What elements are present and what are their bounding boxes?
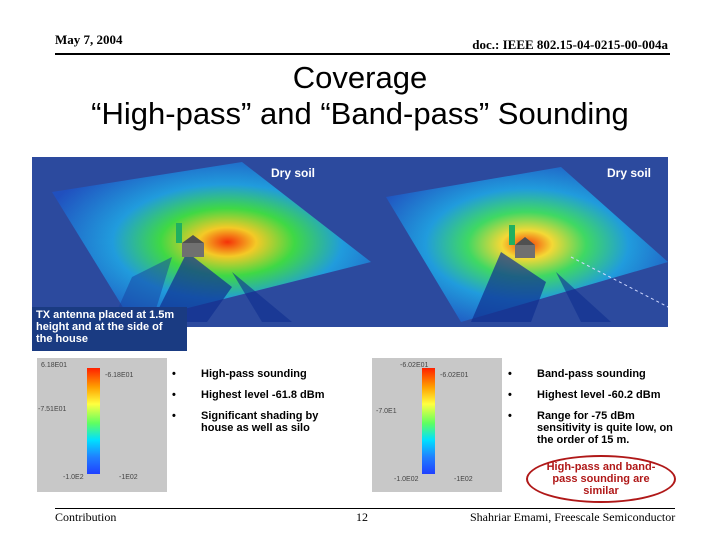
panel-label-left: Dry soil [271,166,316,180]
color-scale-bar [87,368,100,474]
list-item: • Range for -75 dBm sensitivity is quite … [508,410,688,446]
bullet-text: Band-pass sounding [537,368,646,380]
bullet-text: Highest level -60.2 dBm [537,389,661,401]
scale-tick-bottom-right: -1E02 [119,474,138,481]
bullet-text: Highest level -61.8 dBm [201,389,325,401]
list-item: • Significant shading by house as well as… [172,410,352,434]
scale-tick-top-left: -6.02E01 [400,362,429,369]
coverage-plot-highpass [32,157,371,327]
footer-page-number: 12 [356,510,368,524]
list-item: • High-pass sounding [172,368,352,380]
color-scale-left: 6.18E01 -6.18E01 -7.51E01 -1.0E2 -1E02 [37,358,167,492]
slide-title-line-2: “High-pass” and “Band-pass” Sounding [91,96,629,131]
list-item: • Highest level -61.8 dBm [172,389,352,401]
scale-tick-bottom-left: -1.0E02 [394,476,419,483]
bullet-marker: • [508,410,512,422]
antenna-note: TX antenna placed at 1.5m height and at … [32,307,187,351]
color-scale-bar [422,368,435,474]
header-rule [55,53,670,55]
header-date: May 7, 2004 [55,32,123,47]
antenna-note-line-1: TX antenna placed at 1.5m [36,309,175,321]
conclusion-callout: High-pass and band- pass sounding are si… [526,455,676,503]
slide-title-line-1: Coverage [292,60,428,95]
panel-label-right: Dry soil [607,166,652,180]
bullet-marker: • [172,368,176,380]
scale-tick-top-left: 6.18E01 [41,362,68,369]
list-item: • Highest level -60.2 dBm [508,389,688,401]
antenna-note-line-3: the house [36,333,88,345]
bullet-text: Range for -75 dBm sensitivity is quite l… [537,410,673,446]
callout-line-3: similar [583,485,619,497]
color-scale-right: -6.02E01 -6.02E01 -7.0E1 -1.0E02 -1E02 [372,358,502,492]
bullet-marker: • [172,389,176,401]
bullet-text: Significant shading by house as well as … [201,410,319,434]
scale-tick-mid: -7.51E01 [38,406,67,413]
antenna-note-line-2: height and at the side of [36,321,163,333]
footer-rule [55,508,675,509]
coverage-map-highpass: Dry soil [32,157,371,327]
header-doc-id: doc.: IEEE 802.15-04-0215-00-004a [472,37,668,52]
footer-author: Shahriar Emami, Freescale Semiconductor [470,510,676,524]
bullet-text: High-pass sounding [201,368,307,380]
scale-tick-mid: -7.0E1 [376,408,397,415]
bullet-list-bandpass: • Band-pass sounding • Highest level -60.2… [508,368,688,455]
coverage-plot-bandpass [371,157,668,327]
bullet-marker: • [508,389,512,401]
scale-tick-top-right: -6.02E01 [440,372,469,379]
bullet-marker: • [508,368,512,380]
scale-tick-bottom-left: -1.0E2 [63,474,84,481]
bullet-list-highpass: • High-pass sounding • Highest level -61.8… [172,368,352,443]
coverage-map-bandpass: Dry soil [371,157,668,327]
bullet-marker: • [172,410,176,422]
scale-tick-top-right: -6.18E01 [105,372,134,379]
footer-contribution: Contribution [55,510,117,524]
scale-tick-bottom-right: -1E02 [454,476,473,483]
callout-line-2: pass sounding are [552,473,650,485]
callout-line-1: High-pass and band- [546,461,656,473]
list-item: • Band-pass sounding [508,368,688,380]
